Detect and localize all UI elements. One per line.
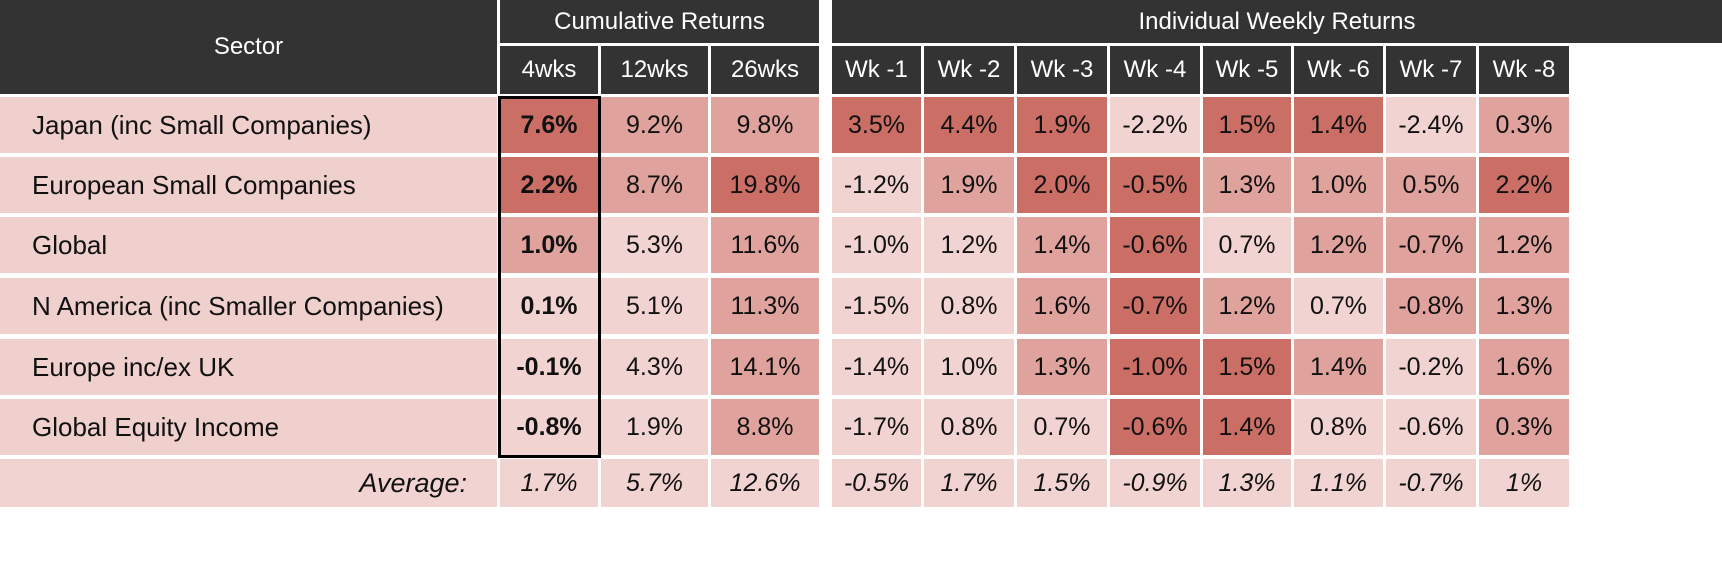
column-header-4: Wk -2 [924, 46, 1014, 94]
sector-label: N America (inc Smaller Companies) [0, 278, 497, 334]
return-cell: -1.2% [832, 157, 921, 213]
return-cell: -1.7% [832, 399, 921, 455]
return-cell: -0.7% [1386, 217, 1476, 273]
return-cell: 0.8% [1294, 399, 1383, 455]
return-cell: -0.6% [1386, 399, 1476, 455]
return-cell: 11.3% [711, 278, 819, 334]
return-cell: 5.1% [601, 278, 708, 334]
return-cell: 1.2% [924, 217, 1014, 273]
column-header-1: 12wks [601, 46, 708, 94]
return-cell: -0.6% [1110, 399, 1200, 455]
return-cell: -1.0% [1110, 339, 1200, 395]
return-cell: 1.4% [1294, 97, 1383, 153]
return-cell: 1.3% [1203, 157, 1291, 213]
average-cell: -0.7% [1386, 459, 1476, 507]
average-cell: 5.7% [601, 459, 708, 507]
column-header-10: Wk -8 [1479, 46, 1569, 94]
cumulative-returns-header: Cumulative Returns [500, 0, 819, 43]
average-cell: 12.6% [711, 459, 819, 507]
return-cell: 9.2% [601, 97, 708, 153]
return-cell: -2.4% [1386, 97, 1476, 153]
return-cell: 1.6% [1479, 339, 1569, 395]
return-cell: 2.2% [500, 157, 598, 213]
return-cell: -1.0% [832, 217, 921, 273]
average-cell: 1.5% [1017, 459, 1107, 507]
return-cell: 1.9% [601, 399, 708, 455]
column-header-5: Wk -3 [1017, 46, 1107, 94]
return-cell: 1.4% [1294, 339, 1383, 395]
return-cell: 1.6% [1017, 278, 1107, 334]
return-cell: -0.6% [1110, 217, 1200, 273]
return-cell: 1.0% [500, 217, 598, 273]
sector-label: Europe inc/ex UK [0, 339, 497, 395]
column-header-2: 26wks [711, 46, 819, 94]
sector-label: Global [0, 217, 497, 273]
return-cell: -1.5% [832, 278, 921, 334]
return-cell: 11.6% [711, 217, 819, 273]
return-cell: 19.8% [711, 157, 819, 213]
return-cell: 9.8% [711, 97, 819, 153]
return-cell: 0.7% [1017, 399, 1107, 455]
return-cell: 0.7% [1203, 217, 1291, 273]
sector-label: Japan (inc Small Companies) [0, 97, 497, 153]
return-cell: 1.5% [1203, 339, 1291, 395]
sector-header: Sector [0, 0, 497, 94]
average-cell: 1.7% [924, 459, 1014, 507]
average-cell: 1.7% [500, 459, 598, 507]
return-cell: 1.5% [1203, 97, 1291, 153]
return-cell: 1.2% [1203, 278, 1291, 334]
return-cell: -0.8% [1386, 278, 1476, 334]
return-cell: 1.2% [1479, 217, 1569, 273]
return-cell: 1.4% [1203, 399, 1291, 455]
average-cell: 1% [1479, 459, 1569, 507]
return-cell: 7.6% [500, 97, 598, 153]
return-cell: 0.5% [1386, 157, 1476, 213]
return-cell: 1.2% [1294, 217, 1383, 273]
column-header-3: Wk -1 [832, 46, 921, 94]
return-cell: 4.3% [601, 339, 708, 395]
return-cell: 1.9% [1017, 97, 1107, 153]
column-header-6: Wk -4 [1110, 46, 1200, 94]
sector-label: European Small Companies [0, 157, 497, 213]
return-cell: 0.1% [500, 278, 598, 334]
average-label: Average: [0, 459, 497, 507]
return-cell: 2.0% [1017, 157, 1107, 213]
return-cell: 1.3% [1017, 339, 1107, 395]
column-header-0: 4wks [500, 46, 598, 94]
weekly-returns-header: Individual Weekly Returns [832, 0, 1722, 43]
return-cell: -0.1% [500, 339, 598, 395]
return-cell: 0.8% [924, 278, 1014, 334]
return-cell: 0.3% [1479, 97, 1569, 153]
average-cell: -0.5% [832, 459, 921, 507]
column-header-9: Wk -7 [1386, 46, 1476, 94]
return-cell: -2.2% [1110, 97, 1200, 153]
return-cell: 1.3% [1479, 278, 1569, 334]
return-cell: 2.2% [1479, 157, 1569, 213]
return-cell: 1.9% [924, 157, 1014, 213]
return-cell: -1.4% [832, 339, 921, 395]
return-cell: 1.4% [1017, 217, 1107, 273]
average-cell: -0.9% [1110, 459, 1200, 507]
return-cell: 8.8% [711, 399, 819, 455]
return-cell: -0.7% [1110, 278, 1200, 334]
return-cell: 0.3% [1479, 399, 1569, 455]
average-cell: 1.1% [1294, 459, 1383, 507]
return-cell: 0.8% [924, 399, 1014, 455]
column-header-8: Wk -6 [1294, 46, 1383, 94]
average-cell: 1.3% [1203, 459, 1291, 507]
return-cell: 1.0% [1294, 157, 1383, 213]
return-cell: 3.5% [832, 97, 921, 153]
sector-label: Global Equity Income [0, 399, 497, 455]
return-cell: 1.0% [924, 339, 1014, 395]
return-cell: -0.8% [500, 399, 598, 455]
return-cell: 5.3% [601, 217, 708, 273]
return-cell: 8.7% [601, 157, 708, 213]
return-cell: 14.1% [711, 339, 819, 395]
column-header-7: Wk -5 [1203, 46, 1291, 94]
return-cell: 4.4% [924, 97, 1014, 153]
return-cell: -0.2% [1386, 339, 1476, 395]
return-cell: 0.7% [1294, 278, 1383, 334]
return-cell: -0.5% [1110, 157, 1200, 213]
